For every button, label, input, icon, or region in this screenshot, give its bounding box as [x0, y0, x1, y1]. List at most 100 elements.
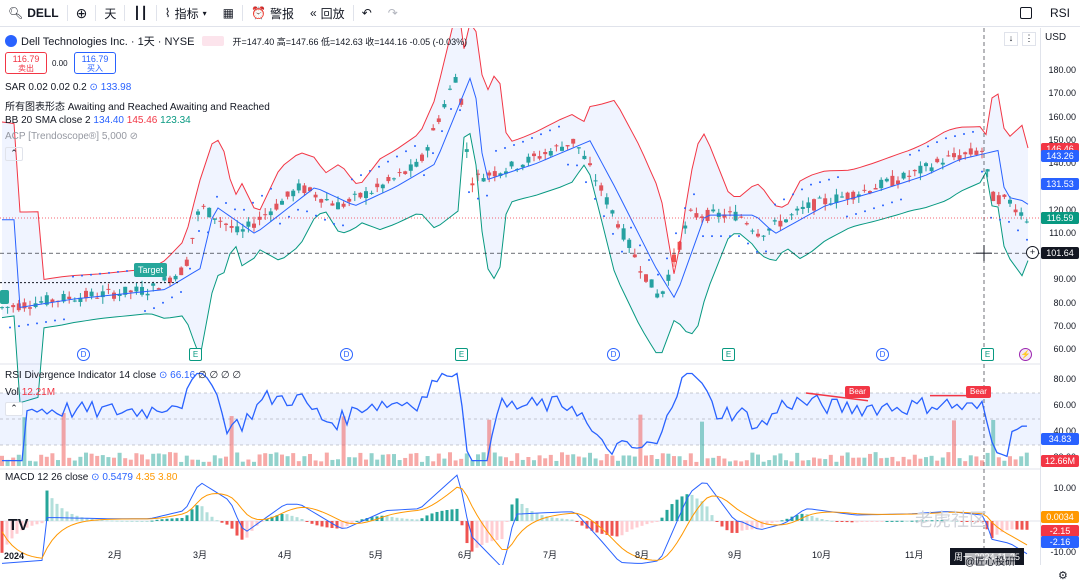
fullscreen-button[interactable]: [1012, 0, 1040, 27]
symbol-search[interactable]: 🔍︎ DELL: [0, 0, 67, 27]
earnings-event-icon[interactable]: E: [455, 348, 468, 361]
currency-label[interactable]: USD: [1045, 32, 1066, 43]
rsi-button[interactable]: RSI: [1040, 0, 1080, 27]
sell-button[interactable]: 116.79 卖出: [5, 52, 47, 74]
macd-histogram-bar: [495, 521, 499, 540]
price-tag: 116.59: [1041, 212, 1079, 225]
interval-button[interactable]: 天: [96, 0, 124, 27]
candle-body: [268, 211, 273, 216]
volume-bar: [705, 458, 710, 466]
collapse-rsi-button[interactable]: ⌃: [5, 402, 23, 416]
settings-icon[interactable]: ⚙: [1058, 570, 1068, 582]
macd-histogram-bar: [110, 520, 114, 522]
menu-button[interactable]: ⋮: [1022, 32, 1036, 46]
macd-histogram-bar: [665, 509, 669, 521]
buy-price: 116.79: [81, 54, 109, 64]
sar-dot: [423, 174, 425, 177]
undo-button[interactable]: ↶: [354, 0, 380, 27]
rsi-legend[interactable]: RSI Divergence Indicator 14 close ⊙ 66.1…: [5, 370, 241, 381]
acp-legend[interactable]: ACP [Trendoscope®] 5,000 ⊘: [5, 131, 138, 142]
lightning-event-icon[interactable]: ⚡: [1019, 348, 1032, 361]
candle-body: [520, 164, 525, 168]
price-axis[interactable]: USD 180.00170.00160.00150.00140.00130.00…: [1040, 28, 1080, 565]
macd-histogram-bar: [25, 521, 29, 528]
volume-bar: [968, 455, 973, 466]
macd-histogram-bar: [115, 520, 119, 522]
x-label-mar: 3月: [193, 550, 208, 560]
alert-button[interactable]: ⏰ 警报: [243, 0, 302, 27]
pattern-legend[interactable]: 所有图表形态 Awaiting and Reached Awaiting and…: [5, 102, 270, 113]
interval-label: 天: [104, 6, 117, 21]
macd-histogram-bar: [130, 520, 134, 522]
candle-body: [78, 297, 83, 303]
dividend-event-icon[interactable]: D: [607, 348, 620, 361]
macd-histogram-bar: [15, 521, 19, 534]
candle-body: [369, 192, 374, 194]
candle-body: [112, 292, 116, 299]
dividend-event-icon[interactable]: D: [77, 348, 90, 361]
replay-button[interactable]: «回放: [302, 0, 353, 27]
volume-bar: [515, 453, 520, 466]
sar-dot: [747, 242, 749, 245]
macd-histogram-bar: [170, 518, 174, 521]
sar-dot: [126, 270, 128, 273]
volume-bar: [240, 461, 245, 466]
candle-body: [319, 199, 324, 203]
candle-body: [364, 191, 368, 199]
price-axis-label: 140.00: [1048, 158, 1076, 168]
dividend-event-icon[interactable]: D: [876, 348, 889, 361]
download-button[interactable]: ↓: [1004, 32, 1018, 46]
sar-dot: [162, 301, 164, 304]
sar-legend[interactable]: SAR 0.02 0.02 0.2 ⊙ 133.98: [5, 82, 131, 93]
layouts-button[interactable]: ▦: [215, 0, 242, 27]
candle-body: [744, 223, 749, 225]
chevron-down-icon: ▾: [202, 8, 207, 18]
add-alert-button[interactable]: +: [1026, 246, 1039, 259]
macd-histogram-bar: [940, 520, 944, 522]
macd-histogram-bar: [270, 516, 274, 521]
candle-body: [571, 138, 576, 144]
volume-bar: [700, 421, 704, 466]
earnings-event-icon[interactable]: E: [722, 348, 735, 361]
buy-button[interactable]: 116.79 买入: [74, 52, 116, 74]
collapse-legend-button[interactable]: ⌃: [5, 147, 23, 161]
vol-legend[interactable]: Vol 12.21M: [5, 387, 55, 398]
redo-button[interactable]: ↷: [380, 0, 406, 27]
macd-histogram-bar: [5, 521, 9, 545]
x-label-sep: 9月: [728, 550, 743, 560]
dividend-event-icon[interactable]: D: [340, 348, 353, 361]
macd-histogram-bar: [220, 521, 224, 523]
macd-histogram-bar: [770, 521, 774, 523]
macd-histogram-bar: [330, 521, 334, 529]
candle-body: [257, 216, 262, 220]
volume-bar: [957, 458, 962, 466]
candle-body: [548, 151, 553, 156]
volume-bar: [420, 461, 424, 466]
macd-histogram-bar: [605, 521, 609, 535]
macd-histogram-bar: [565, 519, 569, 521]
chart-type-button[interactable]: ┃┃: [125, 0, 155, 27]
macd-histogram-bar: [525, 508, 529, 521]
earnings-event-icon[interactable]: E: [981, 348, 994, 361]
sar-dot: [774, 203, 776, 206]
macd-histogram-bar: [650, 521, 654, 523]
earnings-event-icon[interactable]: E: [189, 348, 202, 361]
macd-histogram-bar: [195, 505, 199, 521]
macd-histogram-bar: [505, 521, 509, 522]
macd-histogram-bar: [55, 503, 59, 521]
indicators-button[interactable]: ⌇ 指标 ▾: [157, 0, 215, 27]
macd-legend[interactable]: MACD 12 26 close ⊙ 0.5479 4.35 3.80: [5, 472, 177, 483]
macd-histogram-bar: [950, 520, 954, 522]
chart-canvas[interactable]: [0, 28, 1040, 565]
x-label-feb: 2月: [108, 550, 123, 560]
volume-bar: [767, 460, 772, 466]
volume-bar: [481, 452, 486, 466]
bb-legend[interactable]: BB 20 SMA close 2 134.40 145.46 123.34: [5, 115, 191, 126]
compare-button[interactable]: ⊕: [68, 0, 96, 27]
chart-area[interactable]: Dell Technologies Inc. · 1天 · NYSE 开=147…: [0, 28, 1040, 568]
macd-histogram-bar: [300, 519, 304, 521]
candle-body: [408, 164, 413, 171]
volume-bar: [576, 456, 581, 466]
volume-bar: [879, 458, 884, 466]
macd-histogram-bar: [225, 521, 229, 525]
